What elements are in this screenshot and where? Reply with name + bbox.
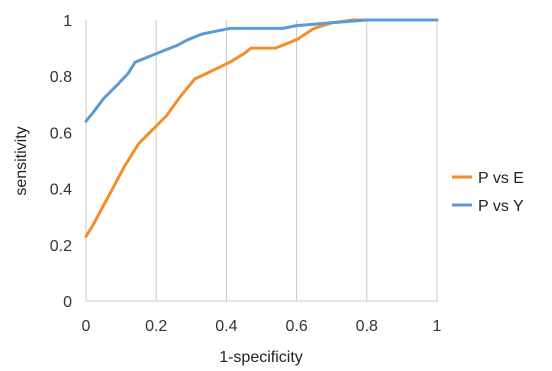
x-tick-label: 0: [82, 318, 91, 335]
grid-lines: [85, 20, 438, 301]
y-tick-label: 0.6: [50, 125, 72, 142]
x-tick-label: 0.6: [285, 318, 307, 335]
legend-label: P vs E: [478, 170, 524, 187]
x-tick-label: 0.8: [356, 318, 378, 335]
y-tick-label: 1: [63, 13, 72, 30]
y-tick-label: 0: [63, 294, 72, 311]
x-tick-label: 0.2: [145, 318, 167, 335]
legend-label: P vs Y: [478, 198, 524, 215]
series-lines: [84, 18, 439, 238]
x-tick-label: 0.4: [215, 318, 237, 335]
y-tick-label: 0.2: [50, 238, 72, 255]
y-tick-label: 0.4: [50, 182, 72, 199]
tick-labels: 0 0.2 0.4 0.6 0.8 1 0 0.2 0.4 0.6 0.8 1: [50, 13, 442, 335]
series-line-p-vs-y: [84, 18, 439, 123]
series-line-p-vs-e: [84, 18, 439, 238]
legend: P vs E P vs Y: [452, 170, 524, 215]
y-tick-label: 0.8: [50, 69, 72, 86]
y-axis-title: sensitivity: [13, 126, 30, 195]
x-tick-label: 1: [433, 318, 442, 335]
x-axis-title: 1-specificity: [219, 349, 303, 366]
